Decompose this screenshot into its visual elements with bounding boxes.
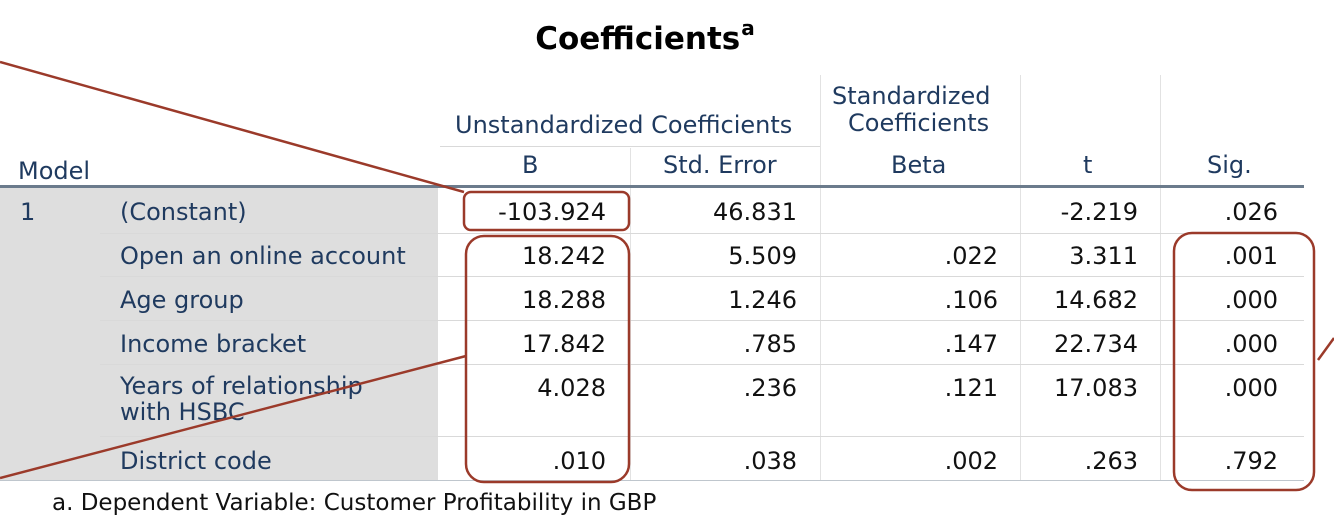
annotation-pointer-line (1316, 337, 1334, 361)
header-sub-rule (440, 146, 820, 147)
cell-sig: .001 (1224, 242, 1278, 270)
cell-b: -103.924 (498, 198, 606, 226)
row-label-continued: with HSBC (120, 398, 245, 426)
row-label: Years of relationship (120, 372, 363, 400)
cell-t: 17.083 (1054, 374, 1138, 402)
cell-beta: .121 (944, 374, 998, 402)
table-title: Coefficientsa (535, 16, 755, 57)
row-separator (100, 436, 1304, 437)
row-separator (100, 276, 1304, 277)
annotation-pointer-line (0, 60, 465, 194)
cell-std-error: 46.831 (713, 198, 797, 226)
cell-b: 17.842 (522, 330, 606, 358)
row-label: Income bracket (120, 330, 307, 358)
cell-sig: .000 (1224, 330, 1278, 358)
header-standardized-line1: Standardized (832, 82, 991, 110)
row-label-column-background (0, 187, 438, 480)
cell-beta: .106 (944, 286, 998, 314)
cell-beta: .002 (944, 447, 998, 475)
row-label: Age group (120, 286, 244, 314)
cell-sig: .026 (1224, 198, 1278, 226)
cell-t: 14.682 (1054, 286, 1138, 314)
header-standardized-line2: Coefficients (848, 109, 990, 137)
row-label: (Constant) (120, 198, 247, 226)
column-divider (820, 75, 821, 480)
column-divider (1020, 75, 1021, 480)
header-sig: Sig. (1207, 151, 1252, 179)
cell-std-error: 1.246 (728, 286, 797, 314)
cell-sig: .792 (1224, 447, 1278, 475)
header-b: B (522, 151, 539, 179)
row-label: District code (120, 447, 272, 475)
footnote: a. Dependent Variable: Customer Profitab… (52, 490, 657, 516)
column-divider (1160, 75, 1161, 480)
header-beta: Beta (891, 151, 947, 179)
model-number: 1 (20, 198, 36, 226)
annotation-box-sig-column (1172, 231, 1316, 492)
cell-b: 18.288 (522, 286, 606, 314)
header-rule (0, 185, 1304, 188)
cell-t: 3.311 (1069, 242, 1138, 270)
row-separator (100, 233, 1304, 234)
cell-t: .263 (1084, 447, 1138, 475)
row-separator (100, 364, 1304, 365)
cell-std-error: 5.509 (728, 242, 797, 270)
cell-beta: .147 (944, 330, 998, 358)
annotation-box-constant (462, 190, 631, 232)
header-model: Model (18, 157, 91, 185)
column-divider (630, 148, 631, 480)
annotation-box-b-column (464, 234, 631, 484)
cell-b: 18.242 (522, 242, 606, 270)
cell-sig: .000 (1224, 286, 1278, 314)
table-bottom-rule (0, 480, 1304, 481)
cell-std-error: .038 (743, 447, 797, 475)
cell-t: 22.734 (1054, 330, 1138, 358)
cell-std-error: .236 (743, 374, 797, 402)
annotation-pointer-line (0, 354, 467, 480)
cell-t: -2.219 (1060, 198, 1138, 226)
cell-b: .010 (552, 447, 606, 475)
header-std-error: Std. Error (663, 151, 777, 179)
cell-sig: .000 (1224, 374, 1278, 402)
title-footnote-marker: a (741, 16, 755, 40)
cell-beta: .022 (944, 242, 998, 270)
row-label: Open an online account (120, 242, 406, 270)
cell-std-error: .785 (743, 330, 797, 358)
header-unstandardized: Unstandardized Coefficients (455, 111, 793, 139)
cell-b: 4.028 (537, 374, 606, 402)
header-t: t (1083, 151, 1093, 179)
row-separator (100, 320, 1304, 321)
